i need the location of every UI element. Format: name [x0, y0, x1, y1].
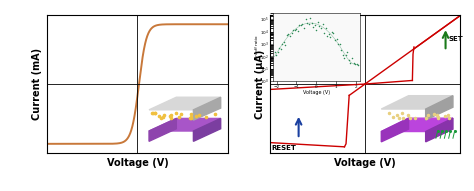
Point	[345, 58, 353, 61]
X-axis label: Voltage (V): Voltage (V)	[107, 158, 168, 168]
Point	[272, 54, 280, 57]
Point	[292, 28, 300, 31]
Point	[308, 22, 316, 25]
Point	[285, 33, 292, 36]
Point	[277, 47, 284, 50]
Point	[325, 32, 333, 36]
Point	[327, 36, 334, 39]
Point	[344, 51, 351, 54]
Polygon shape	[149, 97, 221, 110]
Point	[317, 27, 325, 30]
Polygon shape	[149, 118, 176, 141]
Text: SET: SET	[449, 36, 464, 42]
Point	[322, 26, 329, 29]
Point	[280, 40, 288, 44]
Point	[279, 43, 286, 46]
Point	[312, 29, 320, 32]
Point	[331, 39, 339, 42]
Point	[296, 23, 303, 26]
Text: RESET: RESET	[272, 145, 297, 151]
Polygon shape	[193, 118, 221, 141]
Y-axis label: Current (mA): Current (mA)	[32, 48, 42, 120]
Point	[306, 16, 314, 19]
Polygon shape	[426, 118, 453, 142]
Point	[346, 62, 354, 65]
Y-axis label: Current (μA): Current (μA)	[255, 49, 264, 119]
Point	[297, 24, 305, 27]
Polygon shape	[381, 96, 453, 109]
Point	[311, 23, 319, 26]
Point	[275, 46, 283, 49]
Point	[348, 57, 356, 60]
Polygon shape	[149, 118, 221, 131]
X-axis label: Voltage (V): Voltage (V)	[303, 90, 330, 95]
Point	[305, 23, 312, 26]
Point	[303, 21, 311, 24]
Point	[271, 51, 278, 54]
Point	[355, 64, 362, 67]
Point	[286, 34, 294, 37]
Point	[299, 23, 306, 26]
Point	[291, 29, 299, 32]
Point	[314, 20, 322, 23]
Point	[350, 62, 357, 65]
Point	[336, 43, 344, 46]
Polygon shape	[381, 118, 453, 132]
Point	[288, 32, 295, 35]
Point	[334, 43, 342, 46]
Point	[283, 34, 291, 37]
Point	[329, 31, 337, 34]
Point	[282, 43, 289, 46]
Point	[319, 23, 327, 26]
Point	[300, 27, 308, 30]
Point	[337, 49, 345, 52]
Point	[289, 28, 297, 31]
Polygon shape	[426, 96, 453, 120]
Point	[328, 30, 336, 33]
Point	[316, 25, 323, 28]
Point	[333, 38, 340, 41]
Point	[294, 30, 301, 33]
Point	[323, 35, 331, 38]
Polygon shape	[381, 118, 409, 142]
Point	[274, 50, 282, 53]
Point	[339, 54, 346, 57]
Y-axis label: On/off ratio: On/off ratio	[255, 36, 259, 59]
Point	[353, 63, 361, 66]
Point	[342, 53, 350, 56]
Point	[310, 26, 317, 29]
Polygon shape	[193, 97, 221, 120]
Point	[351, 63, 359, 66]
Point	[320, 31, 328, 34]
Point	[340, 57, 348, 60]
Point	[302, 18, 310, 21]
X-axis label: Voltage (V): Voltage (V)	[334, 158, 396, 168]
